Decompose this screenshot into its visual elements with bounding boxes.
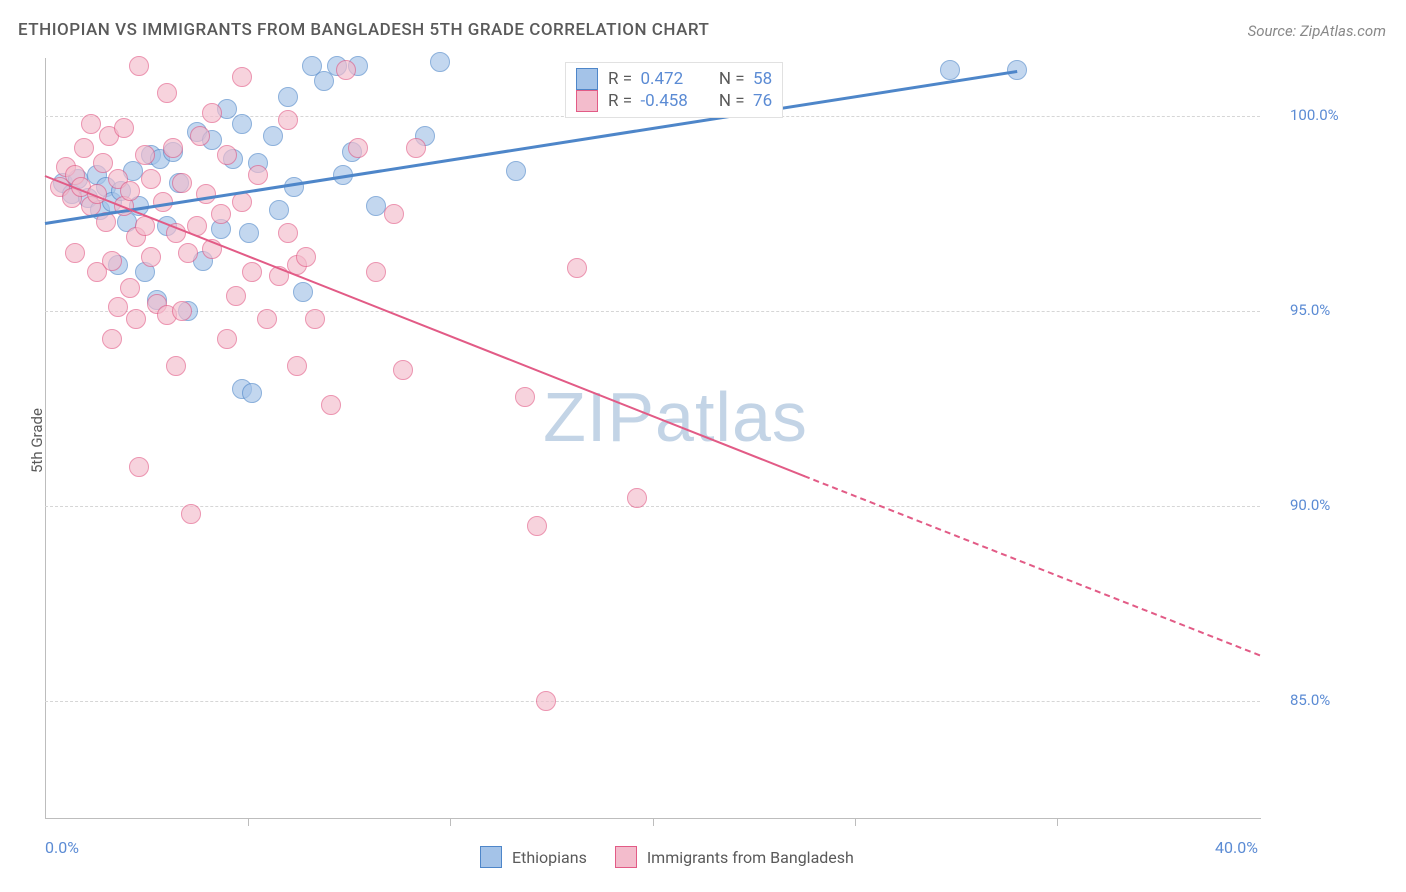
scatter-point <box>515 387 535 407</box>
series-name-label: Immigrants from Bangladesh <box>647 848 854 867</box>
legend-swatch <box>615 846 637 868</box>
scatter-point <box>190 126 210 146</box>
scatter-point <box>163 138 183 158</box>
scatter-point <box>239 223 259 243</box>
scatter-point <box>293 282 313 302</box>
series-legend-item: Immigrants from Bangladesh <box>615 846 854 868</box>
scatter-point <box>506 161 526 181</box>
legend-swatch <box>576 90 598 112</box>
x-tick <box>653 818 654 826</box>
scatter-point <box>336 60 356 80</box>
scatter-point <box>321 395 341 415</box>
scatter-point <box>1007 60 1027 80</box>
scatter-point <box>242 383 262 403</box>
x-tick <box>450 818 451 826</box>
scatter-point <box>527 516 547 536</box>
scatter-point <box>102 251 122 271</box>
series-legend: Ethiopians Immigrants from Bangladesh <box>480 846 854 868</box>
legend-row: R = 0.472 N = 58 <box>576 68 772 90</box>
x-tick <box>855 818 856 826</box>
watermark-atlas: atlas <box>655 378 808 456</box>
scatter-point <box>120 278 140 298</box>
legend-stats: R = -0.458 N = 76 <box>608 91 772 111</box>
scatter-point <box>93 153 113 173</box>
scatter-point <box>263 126 283 146</box>
scatter-point <box>287 356 307 376</box>
gridline <box>45 311 1260 312</box>
scatter-point <box>257 309 277 329</box>
scatter-point <box>242 262 262 282</box>
x-tick-label: 0.0% <box>45 838 79 857</box>
scatter-point <box>114 118 134 138</box>
scatter-point <box>166 356 186 376</box>
scatter-point <box>430 52 450 72</box>
legend-row: R = -0.458 N = 76 <box>576 90 772 112</box>
chart-title: ETHIOPIAN VS IMMIGRANTS FROM BANGLADESH … <box>18 20 709 40</box>
scatter-point <box>406 138 426 158</box>
x-tick <box>1057 818 1058 826</box>
scatter-point <box>178 243 198 263</box>
watermark-zip: ZIP <box>543 378 655 456</box>
scatter-point <box>157 83 177 103</box>
scatter-point <box>172 173 192 193</box>
scatter-point <box>172 301 192 321</box>
scatter-point <box>141 169 161 189</box>
legend-swatch <box>576 68 598 90</box>
scatter-point <box>181 504 201 524</box>
scatter-point <box>269 200 289 220</box>
gridline <box>45 506 1260 507</box>
y-axis-title: 5th Grade <box>28 408 46 473</box>
y-tick-label: 95.0% <box>1290 301 1330 319</box>
source-label: Source: ZipAtlas.com <box>1248 22 1386 40</box>
series-name-label: Ethiopians <box>512 848 587 867</box>
scatter-point <box>102 329 122 349</box>
gridline <box>45 701 1260 702</box>
scatter-point <box>248 165 268 185</box>
scatter-point <box>202 103 222 123</box>
scatter-point <box>940 60 960 80</box>
scatter-point <box>217 329 237 349</box>
scatter-point <box>120 181 140 201</box>
x-tick <box>248 818 249 826</box>
scatter-point <box>211 204 231 224</box>
legend-stats: R = 0.472 N = 58 <box>608 69 772 89</box>
scatter-point <box>141 247 161 267</box>
scatter-point <box>348 138 368 158</box>
scatter-point <box>278 87 298 107</box>
y-tick-label: 100.0% <box>1290 106 1339 124</box>
legend-swatch <box>480 846 502 868</box>
x-tick-label: 40.0% <box>1215 838 1258 857</box>
scatter-point <box>226 286 246 306</box>
y-tick-label: 90.0% <box>1290 496 1330 514</box>
scatter-point <box>81 114 101 134</box>
y-tick-label: 85.0% <box>1290 691 1330 709</box>
scatter-point <box>567 258 587 278</box>
scatter-point <box>296 247 316 267</box>
series-legend-item: Ethiopians <box>480 846 587 868</box>
scatter-point <box>129 56 149 76</box>
correlation-legend: R = 0.472 N = 58R = -0.458 N = 76 <box>565 62 783 118</box>
